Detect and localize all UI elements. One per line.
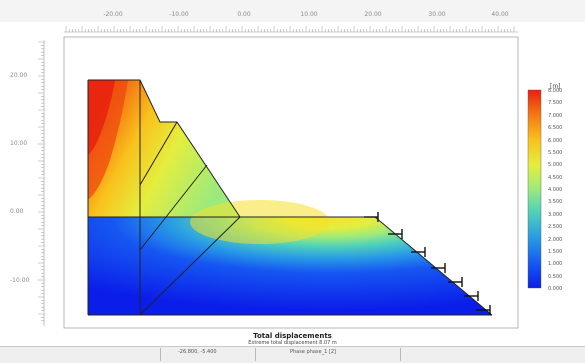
- status-bar: -26.800, -5.400 Phase phase_1 [2]: [0, 346, 585, 363]
- legend-value: 7.000: [548, 112, 563, 119]
- left-ruler-ticks: [38, 40, 45, 326]
- legend-value: 3.500: [548, 199, 563, 206]
- anchor-icon: [388, 229, 403, 239]
- anchor-icon: [411, 247, 426, 257]
- ruler-left-label: 0.00: [10, 208, 24, 215]
- legend-value: 7.500: [548, 100, 563, 107]
- bulge-zone: [190, 200, 330, 244]
- anchor-icon: [464, 291, 479, 301]
- top-ruler-ticks: [64, 26, 518, 33]
- ruler-left-label: 20.00: [10, 72, 28, 79]
- legend-bar: [527, 89, 542, 289]
- top-ruler-bar: [0, 0, 585, 22]
- ruler-top-label: 0.00: [237, 11, 251, 18]
- anchor-icon: [364, 212, 379, 222]
- anchor-group: [364, 212, 491, 315]
- legend-value: 1.000: [548, 261, 563, 268]
- legend-value: 2.500: [548, 224, 563, 231]
- legend-value: 4.000: [548, 187, 563, 193]
- max-displacement-core: [88, 80, 115, 155]
- anchor-icon: [448, 277, 463, 287]
- anchor-icon: [476, 305, 491, 315]
- legend-value: 0.500: [548, 273, 563, 280]
- legend-unit: [m]: [550, 83, 561, 90]
- legend-value: 8.000: [548, 88, 563, 94]
- ruler-top-label: -20.00: [103, 11, 123, 18]
- legend-value: 4.500: [548, 174, 563, 181]
- ruler-top-label: -10.00: [169, 11, 189, 18]
- legend-value: 0.000: [548, 286, 563, 292]
- status-divider: [160, 348, 161, 361]
- cursor-coordinates: -26.800, -5.400: [178, 349, 217, 355]
- ruler-left-label: -10.00: [10, 277, 30, 284]
- status-divider: [255, 348, 256, 361]
- legend-value: 1.500: [548, 248, 563, 255]
- legend-value: 6.000: [548, 137, 563, 144]
- status-divider: [400, 348, 401, 361]
- anchor-icon: [431, 263, 446, 273]
- embankment-region: [88, 80, 240, 217]
- legend-value: 2.000: [548, 236, 563, 243]
- ruler-top-label: 30.00: [428, 11, 446, 18]
- legend-value: 3.000: [548, 211, 563, 218]
- ruler-top-label: 10.00: [300, 11, 318, 18]
- soil-lower-region: [88, 217, 492, 315]
- legend-value: 5.000: [548, 162, 563, 169]
- plot-title: Total displacements: [253, 332, 332, 340]
- ruler-top-label: 40.00: [491, 11, 509, 18]
- plot-subtitle: Extreme total displacement 8.07 m: [248, 340, 337, 346]
- legend-value: 5.500: [548, 149, 563, 156]
- legend-value: 6.500: [548, 125, 563, 132]
- ruler-left-label: 10.00: [10, 140, 28, 147]
- phase-indicator: Phase phase_1 [2]: [290, 349, 336, 355]
- geometry-lines: [87, 79, 493, 316]
- ruler-top-label: 20.00: [364, 11, 382, 18]
